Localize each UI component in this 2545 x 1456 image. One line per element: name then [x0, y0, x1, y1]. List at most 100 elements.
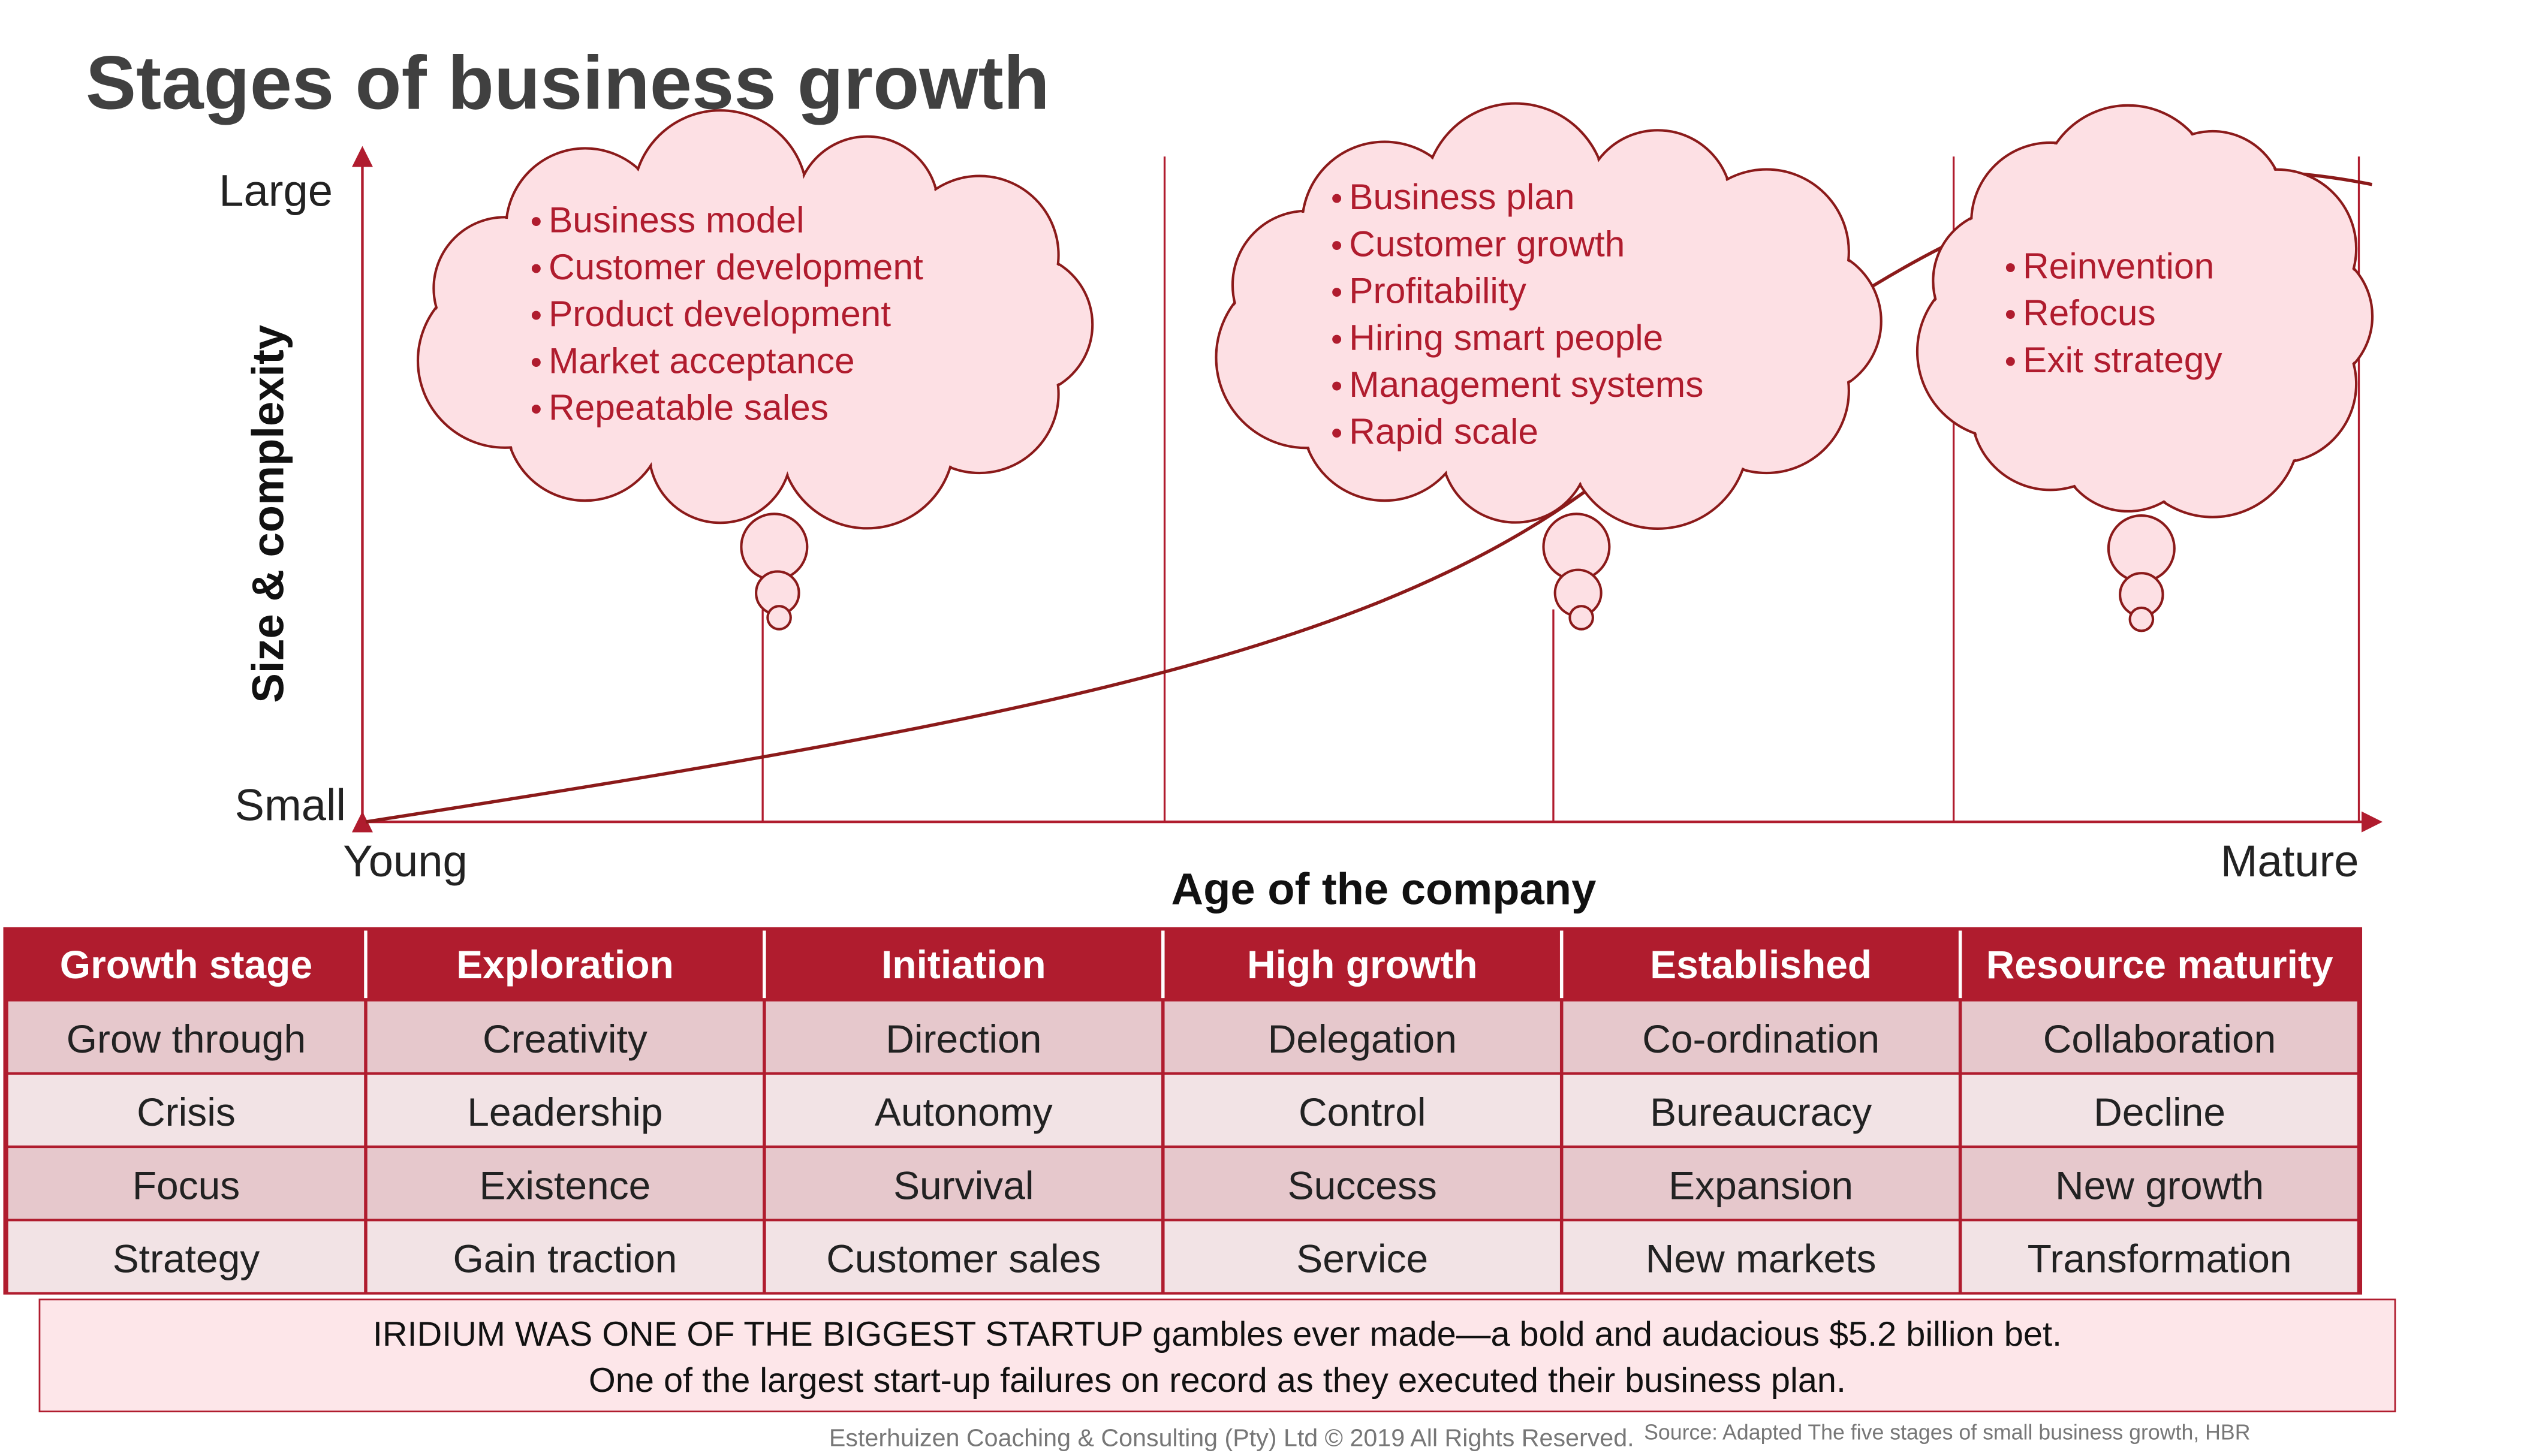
cell-text: Gain traction	[453, 1237, 677, 1281]
y-axis-label: Size & complexity	[243, 325, 293, 703]
bullet: •	[531, 390, 542, 427]
table-cell	[1962, 1001, 2357, 1072]
bullet: •	[2005, 296, 2016, 333]
table-cell	[1563, 1074, 1959, 1146]
bullet: •	[531, 202, 542, 239]
table-cell	[8, 1148, 365, 1219]
cell-text: Existence	[479, 1163, 650, 1207]
note-box	[38, 1298, 2396, 1413]
table-cell	[766, 1001, 1162, 1072]
cloud-item: Exit strategy	[2023, 339, 2222, 380]
header-cell: Resource maturity	[1986, 942, 2333, 987]
header-row	[6, 930, 2359, 999]
cell-text: Co-ordination	[1642, 1017, 1880, 1061]
table-cell	[8, 1221, 365, 1292]
cell-text: Collaboration	[2043, 1017, 2276, 1061]
note-line: One of the largest start-up failures on …	[589, 1361, 1846, 1400]
cell-text: Customer sales	[826, 1237, 1101, 1281]
cell-text: Grow through	[67, 1017, 306, 1061]
cloud-item: Business plan	[1349, 176, 1574, 217]
header-cell: Established	[1650, 942, 1872, 987]
thought-bubble	[1568, 605, 1594, 631]
header-cell: High growth	[1247, 942, 1478, 987]
cell-text: Success	[1288, 1163, 1437, 1207]
table-cell	[1563, 1221, 1959, 1292]
table-cell	[766, 1148, 1162, 1219]
cell-text: Expansion	[1668, 1163, 1853, 1207]
table-cell	[367, 1001, 763, 1072]
table-cell	[1164, 1001, 1560, 1072]
note-line: IRIDIUM WAS ONE OF THE BIGGEST STARTUP g…	[373, 1315, 2062, 1353]
bullet: •	[1331, 367, 1342, 404]
cell-text: Control	[1299, 1090, 1426, 1134]
cloud: • Business plan• Customer growth• Profitabi…	[1215, 102, 1883, 631]
y-top-label: Large	[219, 166, 333, 216]
cell-text: Survival	[893, 1163, 1034, 1207]
table-cell	[1164, 1074, 1560, 1146]
x-left-label: Young	[343, 836, 468, 886]
header-cell: Initiation	[881, 942, 1046, 987]
cell-text: Decline	[2094, 1090, 2225, 1134]
thought-bubble	[766, 605, 792, 631]
cloud: • Business model• Customer development• Pro…	[416, 109, 1094, 631]
bullet: •	[1331, 179, 1342, 216]
cloud-item: Customer development	[549, 246, 923, 287]
cloud-item: Market acceptance	[549, 340, 855, 381]
cloud: • Reinvention• Refocus• Exit strategy	[1915, 104, 2374, 632]
x-axis-label: Age of the company	[1171, 864, 1597, 914]
cloud-item: Customer growth	[1349, 223, 1625, 264]
cloud-item: Product development	[549, 293, 891, 334]
bullet: •	[1331, 414, 1342, 451]
bullet: •	[2005, 248, 2016, 285]
table-cell	[367, 1221, 763, 1292]
cell-text: Direction	[886, 1017, 1041, 1061]
cell-text: Service	[1296, 1237, 1428, 1281]
y-bottom-label: Small	[235, 780, 346, 830]
table-cell	[1962, 1074, 2357, 1146]
table-cell	[1962, 1148, 2357, 1219]
cloud-body	[1296, 192, 1808, 450]
bullet: •	[1331, 320, 1342, 357]
cloud-item: Business model	[549, 199, 805, 240]
table-cell	[367, 1148, 763, 1219]
bullet: •	[531, 343, 542, 380]
cell-text: Transformation	[2028, 1237, 2292, 1281]
cell-text: Focus	[132, 1163, 240, 1207]
table-cell	[766, 1221, 1162, 1292]
cell-text: Bureaucracy	[1650, 1090, 1872, 1134]
texts: Stages of business growth Large Small Si…	[86, 40, 2359, 914]
bullet: •	[531, 296, 542, 333]
header-cell: Growth stage	[60, 942, 312, 987]
bullet: •	[531, 249, 542, 287]
thought-bubble	[2107, 514, 2176, 583]
table: Growth stage Exploration Initiation High gr…	[3, 927, 2363, 1295]
table-cell	[1164, 1221, 1560, 1292]
cloud-body	[1998, 191, 2302, 442]
cell-text: Crisis	[137, 1090, 236, 1134]
x-right-label: Mature	[2221, 836, 2359, 886]
table-cell	[8, 1074, 365, 1146]
table-cell	[8, 1001, 365, 1072]
table-cell	[367, 1074, 763, 1146]
bullet: •	[1331, 226, 1342, 263]
cloud-body	[494, 196, 1022, 453]
cell-text: Autonomy	[875, 1090, 1053, 1134]
cell-text: Creativity	[483, 1017, 647, 1061]
table-cell	[1164, 1148, 1560, 1219]
cloud-item: Rapid scale	[1349, 411, 1538, 452]
cloud-item: Hiring smart people	[1349, 317, 1663, 358]
source: Source: Adapted The five stages of small…	[1644, 1420, 2250, 1444]
table-cell	[1962, 1221, 2357, 1292]
cloud-item: Profitability	[1349, 270, 1526, 311]
cell-text: Strategy	[113, 1237, 260, 1281]
cloud-item: Refocus	[2023, 293, 2156, 333]
cloud-item: Management systems	[1349, 364, 1703, 405]
table-cell	[766, 1074, 1162, 1146]
title: Stages of business growth	[86, 40, 1050, 125]
thought-bubble	[2128, 606, 2155, 632]
cell-text: New growth	[2055, 1163, 2264, 1207]
footer: Esterhuizen Coaching & Consulting (Pty) …	[829, 1424, 1634, 1451]
cloud-item: Repeatable sales	[549, 387, 829, 428]
cell-text: New markets	[1646, 1237, 1877, 1281]
